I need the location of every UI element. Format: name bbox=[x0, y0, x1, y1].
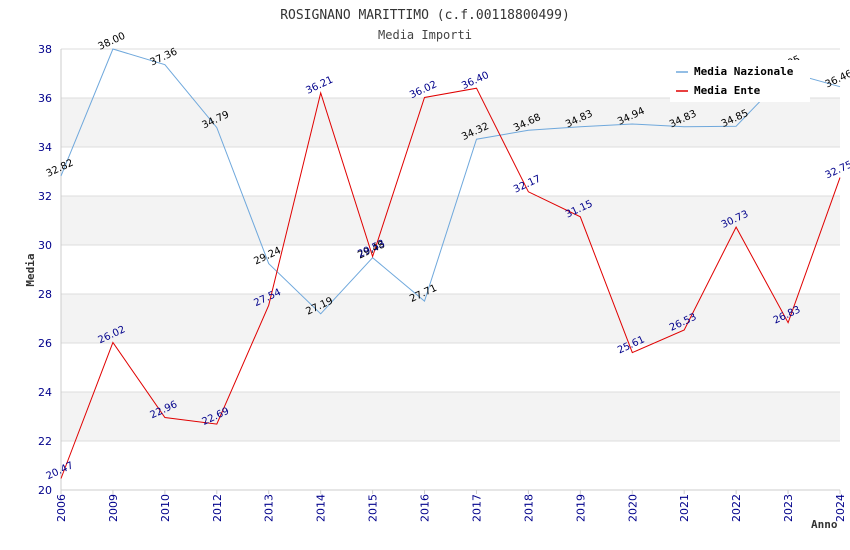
plot-band bbox=[61, 98, 840, 147]
series-line-media-ente bbox=[60, 87, 841, 479]
y-tick-label: 28 bbox=[38, 288, 52, 301]
x-tick-label: 2022 bbox=[730, 494, 743, 522]
x-tick-label: 2024 bbox=[834, 494, 847, 522]
y-tick-label: 24 bbox=[38, 386, 52, 399]
x-tick-label: 2012 bbox=[211, 494, 224, 522]
chart-title: ROSIGNANO MARITTIMO (c.f.00118800499) bbox=[280, 8, 570, 23]
series-lines bbox=[60, 48, 841, 479]
legend-box bbox=[670, 60, 810, 102]
x-tick-label: 2013 bbox=[263, 494, 276, 522]
y-tick-label: 32 bbox=[38, 190, 52, 203]
legend: Media Nazionale Media Ente bbox=[670, 60, 810, 102]
y-axis-ticks: 20 22 24 26 28 30 32 34 36 38 bbox=[38, 43, 52, 497]
y-tick-label: 20 bbox=[38, 484, 52, 497]
y-axis-label: Media bbox=[24, 253, 37, 286]
chart-subtitle: Media Importi bbox=[378, 28, 472, 42]
x-tick-label: 2023 bbox=[782, 494, 795, 522]
y-tick-label: 34 bbox=[38, 141, 52, 154]
x-tick-label: 2015 bbox=[367, 494, 380, 522]
x-tick-label: 2014 bbox=[315, 494, 328, 522]
y-tick-label: 38 bbox=[38, 43, 52, 56]
y-tick-label: 30 bbox=[38, 239, 52, 252]
plot-band bbox=[61, 245, 840, 294]
plot-band bbox=[61, 392, 840, 441]
x-tick-label: 2010 bbox=[159, 494, 172, 522]
legend-label-media-nazionale: Media Nazionale bbox=[694, 65, 794, 78]
plot-band bbox=[61, 294, 840, 343]
x-tick-label: 2019 bbox=[574, 494, 587, 522]
plot-band bbox=[61, 147, 840, 196]
plot-background-bands bbox=[61, 49, 840, 490]
series-line-media-nazionale bbox=[60, 48, 841, 315]
plot-band bbox=[61, 441, 840, 490]
x-tick-label: 2006 bbox=[55, 494, 68, 522]
y-tick-label: 26 bbox=[38, 337, 52, 350]
y-tick-label: 36 bbox=[38, 92, 52, 105]
x-tick-label: 2020 bbox=[626, 494, 639, 522]
x-tick-label: 2018 bbox=[522, 494, 535, 522]
x-tick-label: 2016 bbox=[419, 494, 432, 522]
plot-band bbox=[61, 343, 840, 392]
x-tick-label: 2017 bbox=[470, 494, 483, 522]
legend-label-media-ente: Media Ente bbox=[694, 84, 761, 97]
x-axis-label: Anno bbox=[811, 518, 838, 531]
y-tick-label: 22 bbox=[38, 435, 52, 448]
axes bbox=[60, 49, 840, 491]
x-tick-label: 2009 bbox=[107, 494, 120, 522]
x-tick-label: 2021 bbox=[678, 494, 691, 522]
x-axis-ticks: 2006 2009 2010 2012 2013 2014 2015 2016 2017 2018… bbox=[55, 490, 847, 522]
